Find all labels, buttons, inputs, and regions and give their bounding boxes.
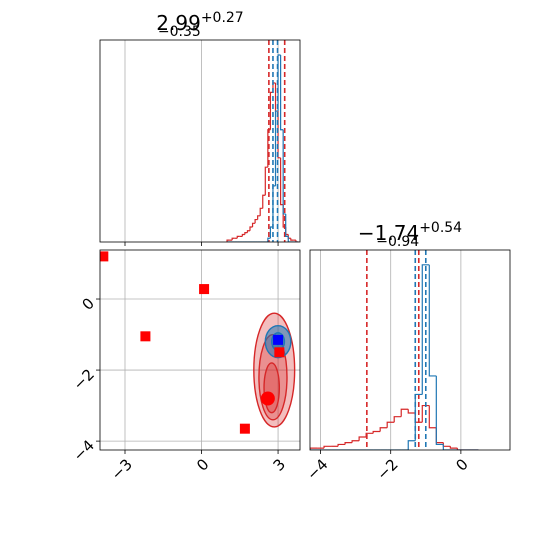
title-minus: −0.35 xyxy=(158,24,201,40)
hist-step xyxy=(442,442,451,447)
point xyxy=(140,331,151,342)
hist-step xyxy=(435,427,444,444)
point xyxy=(273,334,284,345)
hist-step xyxy=(290,238,294,241)
hist-step xyxy=(274,110,279,186)
hist-step xyxy=(386,421,395,428)
hist-step xyxy=(231,237,235,241)
plot-area xyxy=(310,250,479,450)
x-tick-label: 0 xyxy=(193,455,212,474)
hist-step xyxy=(264,166,268,196)
point xyxy=(199,284,210,295)
y-tick-label: −2 xyxy=(70,365,98,393)
hist-step xyxy=(428,264,437,377)
hist-step xyxy=(400,408,409,417)
x-tick-label: −2 xyxy=(373,455,401,483)
hist-step xyxy=(449,446,458,449)
hist-step xyxy=(344,441,353,445)
hist-step xyxy=(241,233,245,237)
hist-step xyxy=(295,240,299,242)
hist-step xyxy=(310,447,318,450)
y-tick-label: 0 xyxy=(79,294,98,313)
hist-step xyxy=(269,226,273,239)
hist-step xyxy=(372,430,381,434)
hist-step xyxy=(393,416,402,423)
plot-area xyxy=(226,40,299,242)
hist-step xyxy=(337,443,346,447)
panel: 2.99+0.27 −0.35 xyxy=(99,10,301,246)
hist-step xyxy=(236,235,240,239)
point xyxy=(100,251,109,262)
x-tick-label: −4 xyxy=(303,455,331,483)
hist-step xyxy=(414,393,423,441)
y-tick-label: −4 xyxy=(70,436,98,464)
x-tick-label: −3 xyxy=(108,455,136,483)
panel: −3 0 3 0 −2 −4 xyxy=(70,249,301,484)
panel-title: 2.99+0.27 −0.35 xyxy=(156,10,243,40)
hist-step xyxy=(251,222,256,228)
hist-step xyxy=(358,436,367,441)
hist-step xyxy=(435,375,444,446)
hist-step xyxy=(244,232,248,235)
point xyxy=(239,423,250,434)
axes-frame xyxy=(99,39,301,243)
axes-frame xyxy=(99,249,301,451)
hist-step xyxy=(226,239,230,242)
hist-step xyxy=(280,54,284,131)
hist-step xyxy=(269,91,273,130)
point xyxy=(274,347,285,358)
hist-step xyxy=(257,215,261,220)
hist-step xyxy=(428,405,437,429)
panel: −4 −2 0 −1.74+0.54 −0.94 xyxy=(303,220,511,484)
hist-step xyxy=(277,111,281,159)
hist-step xyxy=(421,404,430,423)
hist-step xyxy=(442,444,451,450)
hist-step xyxy=(407,409,416,414)
hist-step xyxy=(254,218,258,224)
title-value: −1.74 xyxy=(358,221,419,245)
hist-step xyxy=(262,194,266,209)
title-plus: +0.27 xyxy=(201,10,244,26)
hist-step xyxy=(287,236,291,242)
title-minus: −0.94 xyxy=(376,234,419,250)
hist-step xyxy=(282,129,286,215)
hist-step xyxy=(351,440,360,443)
hist-step xyxy=(407,440,416,450)
hist-step xyxy=(379,427,388,432)
axes-frame xyxy=(309,249,511,451)
x-tick-label: 0 xyxy=(452,455,471,474)
hist-step xyxy=(323,445,332,449)
title-value: 2.99 xyxy=(156,11,201,35)
hist-step xyxy=(259,207,263,216)
hist-step xyxy=(280,157,284,206)
hist-step xyxy=(267,237,271,242)
hist-step xyxy=(246,230,250,233)
hist-step xyxy=(421,264,430,395)
hist-step xyxy=(285,213,289,237)
point xyxy=(260,391,275,406)
x-tick-label: 3 xyxy=(270,455,289,474)
hist-step xyxy=(249,226,253,231)
plot-area xyxy=(100,251,296,434)
hist-step xyxy=(456,448,465,450)
title-plus: +0.54 xyxy=(419,220,462,236)
panel-title: −1.74+0.54 −0.94 xyxy=(358,220,462,250)
